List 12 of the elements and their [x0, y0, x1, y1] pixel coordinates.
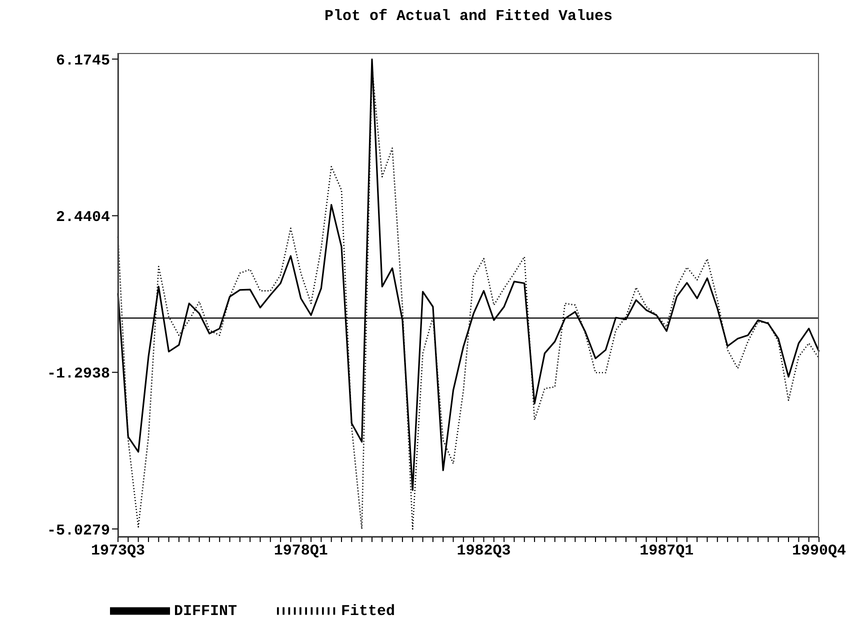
x-tick-label: 1978Q1 — [274, 542, 328, 560]
x-tick-label: 1987Q1 — [640, 542, 694, 560]
legend-label: Fitted — [341, 602, 396, 620]
y-tick-label: -5.0279 — [46, 522, 110, 540]
x-tick-label: 1990Q4 — [792, 542, 846, 560]
legend-label: DIFFINT — [174, 602, 238, 620]
chart-title: Plot of Actual and Fitted Values — [323, 8, 614, 25]
y-tick-label: 2.4404 — [56, 209, 110, 226]
y-tick-label: 6.1745 — [56, 52, 110, 70]
x-tick-label: 1973Q3 — [90, 542, 146, 560]
x-tick-label: 1982Q3 — [456, 542, 511, 560]
y-tick-label: -1.2938 — [46, 366, 110, 383]
